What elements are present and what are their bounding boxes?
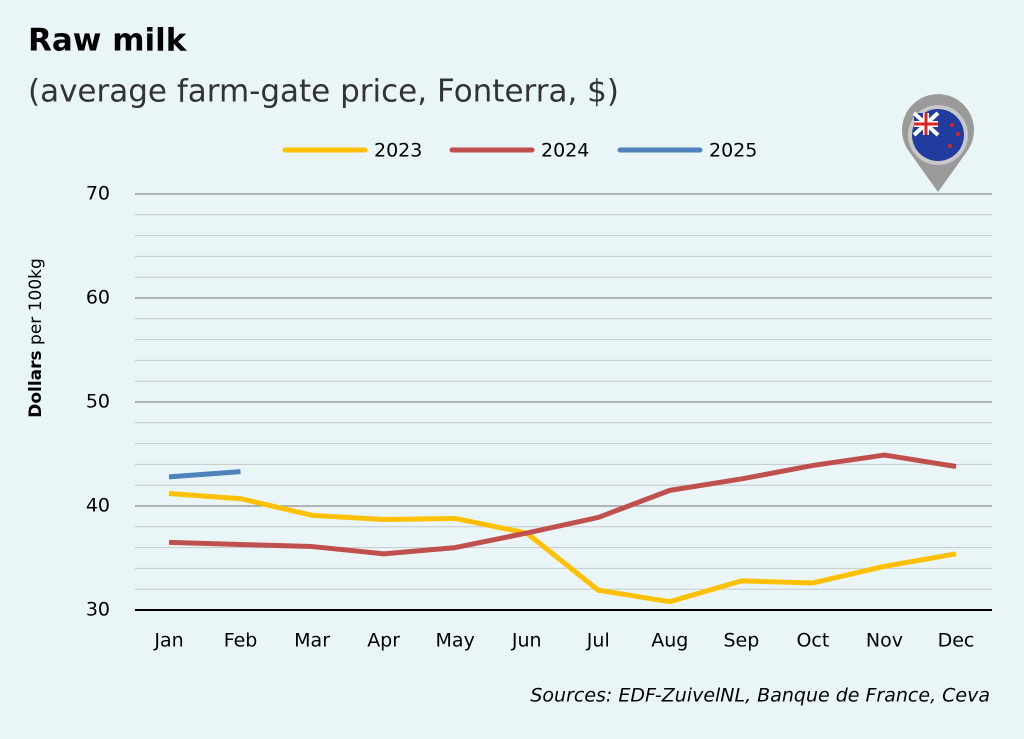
x-tick-label: Sep: [723, 630, 759, 652]
series-line: [168, 452, 957, 557]
x-tick-label: Nov: [866, 630, 903, 652]
y-tick-label: 40: [86, 495, 110, 517]
chart-subtitle: (average farm-gate price, Fonterra, $): [28, 74, 619, 110]
x-tick-label: Dec: [938, 630, 975, 652]
y-tick-label: 70: [86, 183, 110, 205]
x-tick-label: Aug: [651, 630, 688, 652]
legend-label: 2023: [374, 140, 422, 162]
x-tick-label: Oct: [796, 630, 829, 652]
x-tick-label: May: [436, 630, 475, 652]
series-line: [168, 469, 241, 480]
y-axis-label-rest: per 100kg: [26, 258, 46, 345]
y-tick-label: 30: [86, 599, 110, 621]
x-tick-label: Jun: [511, 630, 542, 652]
y-axis-label-bold: Dollars: [26, 350, 46, 417]
flag-pin: [902, 94, 974, 192]
legend-label: 2024: [541, 140, 589, 162]
y-axis-label: Dollars per 100kg: [26, 258, 46, 418]
y-tick-label: 50: [86, 391, 110, 413]
x-tick-label: Jan: [153, 630, 183, 652]
source-note: Sources: EDF-ZuivelNL, Banque de France,…: [530, 685, 990, 707]
y-tick-label: 60: [86, 287, 110, 309]
chart-title: Raw milk: [28, 23, 188, 59]
x-tick-label: Mar: [294, 630, 330, 652]
legend-label: 2025: [709, 140, 757, 162]
x-tick-label: Feb: [224, 630, 258, 652]
series-line: [168, 491, 957, 605]
x-tick-label: Apr: [367, 630, 400, 652]
x-tick-label: Jul: [586, 630, 610, 652]
